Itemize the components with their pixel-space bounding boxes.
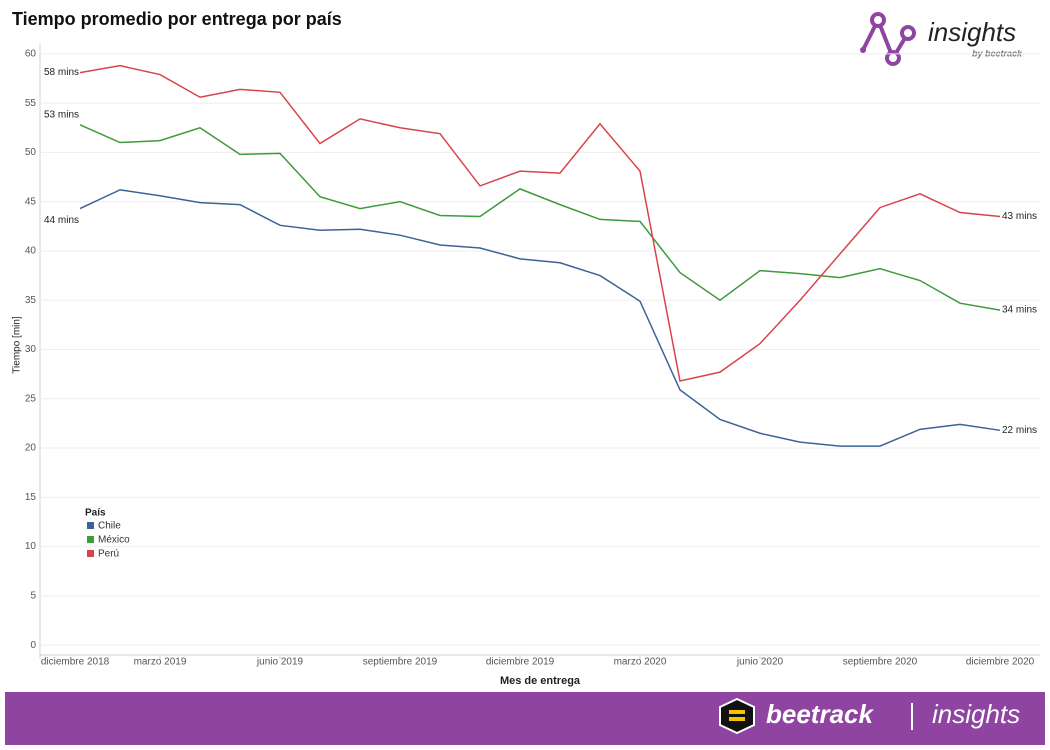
legend-label: Chile [98,521,121,532]
y-tick-label: 5 [30,591,36,602]
logo-text: insights [928,17,1016,47]
x-tick-label: marzo 2020 [614,657,667,668]
y-tick-label: 40 [25,246,37,257]
data-label: 44 mins [44,215,79,226]
x-tick-label: marzo 2019 [134,657,187,668]
chart-title: Tiempo promedio por entrega por país [12,9,342,29]
legend-label: México [98,535,130,546]
footer-logo: beetrack insights [719,697,1020,735]
legend-swatch [87,522,94,529]
x-tick-label: junio 2019 [256,657,304,668]
legend-swatch [87,536,94,543]
line-series [79,124,1001,311]
y-tick-label: 35 [25,295,37,306]
data-label: 53 mins [44,109,79,120]
data-label: 22 mins [1002,425,1037,436]
x-tick-label: diciembre 2018 [41,657,110,668]
x-tick-label: diciembre 2019 [486,657,555,668]
y-tick-label: 0 [30,640,36,651]
legend-label: Perú [98,549,119,560]
y-tick-label: 55 [25,98,37,109]
data-label: 58 mins [44,67,79,78]
line-series [79,189,1001,447]
data-label: 43 mins [1002,211,1037,222]
legend-swatch [87,550,94,557]
y-tick-label: 60 [25,48,37,59]
line-series [79,64,1001,382]
y-tick-label: 25 [25,393,37,404]
y-tick-label: 20 [25,443,37,454]
x-tick-label: junio 2020 [736,657,784,668]
footer-bar [5,692,1045,745]
data-label: 34 mins [1002,305,1037,316]
x-tick-label: septiembre 2020 [843,657,918,668]
footer-brand: beetrack [766,699,874,729]
y-axis-label: Tiempo [min] [12,316,23,374]
y-tick-label: 10 [25,541,37,552]
y-tick-label: 50 [25,147,37,158]
y-tick-label: 30 [25,344,37,355]
legend-title: País [85,508,106,519]
x-tick-label: diciembre 2020 [966,657,1035,668]
footer-product: insights [932,699,1020,729]
y-tick-label: 15 [25,492,37,503]
x-tick-label: septiembre 2019 [363,657,438,668]
y-tick-label: 45 [25,196,37,207]
x-axis-label: Mes de entrega [500,675,581,687]
